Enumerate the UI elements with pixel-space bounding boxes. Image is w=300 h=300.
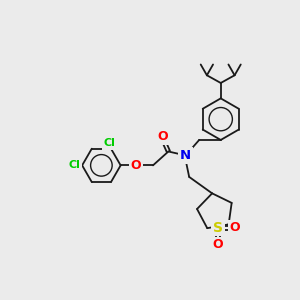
Text: Cl: Cl (103, 138, 116, 148)
Text: O: O (230, 221, 240, 234)
Text: O: O (131, 159, 141, 172)
Text: N: N (180, 149, 191, 162)
Text: O: O (157, 130, 167, 143)
Text: S: S (213, 221, 223, 235)
Text: O: O (213, 238, 223, 251)
Text: Cl: Cl (68, 160, 80, 170)
